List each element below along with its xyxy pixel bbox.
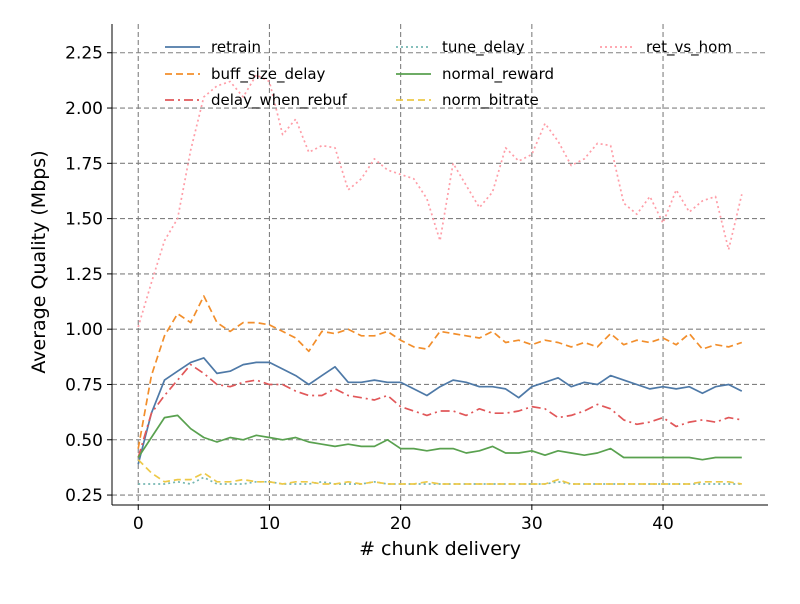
series-line-retrain bbox=[137, 357, 743, 465]
y-axis-label: Average Quality (Mbps) bbox=[28, 150, 50, 373]
legend-label: norm_bitrate bbox=[442, 91, 539, 110]
series-line-delay-when-rebuf bbox=[137, 363, 742, 458]
series-line-ret-vs-hom bbox=[137, 74, 743, 328]
legend: retrain buff_size_delay delay_when_rebuf tu… bbox=[165, 38, 732, 110]
legend-item-buff-size-delay: buff_size_delay bbox=[165, 65, 326, 84]
y-tick-label: 0.50 bbox=[65, 431, 103, 451]
y-tick-label: 1.50 bbox=[65, 210, 103, 230]
y-tick-label: 2.00 bbox=[65, 99, 103, 119]
legend-label: ret_vs_hom bbox=[646, 38, 732, 57]
x-tick-label: 40 bbox=[652, 514, 674, 534]
x-tick-label: 30 bbox=[521, 514, 543, 534]
legend-label: tune_delay bbox=[442, 38, 525, 57]
legend-item-norm-bitrate: norm_bitrate bbox=[396, 91, 539, 110]
y-tick-label: 1.25 bbox=[65, 265, 103, 285]
legend-label: retrain bbox=[211, 38, 261, 56]
legend-label: normal_reward bbox=[442, 65, 554, 84]
series-line-buff-size-delay bbox=[137, 295, 743, 449]
grid bbox=[112, 24, 768, 505]
series-lines bbox=[137, 74, 743, 485]
legend-item-normal-reward: normal_reward bbox=[396, 65, 554, 84]
legend-item-delay-when-rebuf: delay_when_rebuf bbox=[165, 91, 348, 110]
series-line-tune-delay bbox=[138, 476, 742, 485]
legend-label: delay_when_rebuf bbox=[211, 91, 348, 110]
x-tick-label: 10 bbox=[259, 514, 281, 534]
y-tick-label: 2.25 bbox=[65, 44, 103, 64]
legend-item-retrain: retrain bbox=[165, 38, 261, 56]
y-tick-label: 1.00 bbox=[65, 320, 103, 340]
legend-item-ret-vs-hom: ret_vs_hom bbox=[600, 38, 732, 57]
legend-label: buff_size_delay bbox=[211, 65, 326, 84]
series-line-normal-reward bbox=[137, 414, 742, 461]
x-tick-label: 20 bbox=[390, 514, 412, 534]
y-tick-label: 0.75 bbox=[65, 375, 103, 395]
y-tick-label: 1.75 bbox=[65, 154, 103, 174]
x-tick-label: 0 bbox=[133, 514, 144, 534]
x-axis-label: # chunk delivery bbox=[359, 538, 521, 560]
legend-item-tune-delay: tune_delay bbox=[396, 38, 525, 57]
axes: 0 10 20 30 40 0.25 0.50 0.75 1.00 1.25 1.50 1.75 2.0… bbox=[65, 24, 768, 534]
y-tick-label: 0.25 bbox=[65, 486, 103, 506]
series-line-norm-bitrate bbox=[137, 459, 742, 485]
